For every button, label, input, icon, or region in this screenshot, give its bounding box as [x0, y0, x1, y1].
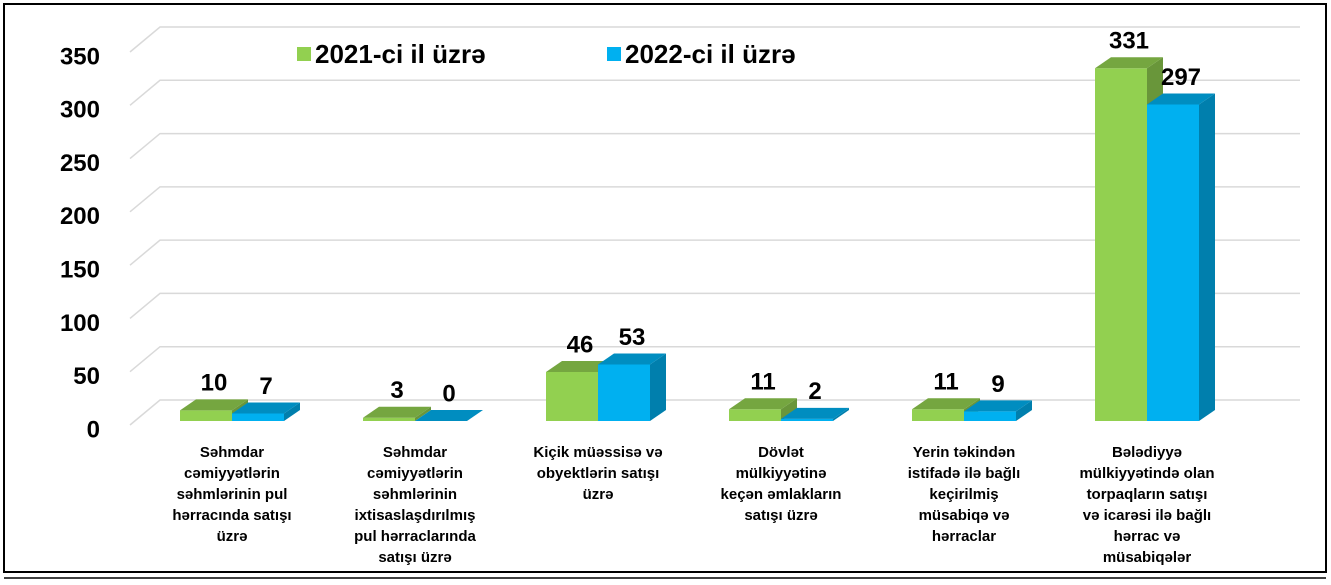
bar-front — [1147, 104, 1199, 422]
bar-front — [363, 417, 415, 421]
bar — [232, 402, 300, 421]
bar-front — [180, 410, 232, 421]
y-tick-label: 200 — [60, 203, 100, 230]
bar — [964, 400, 1032, 421]
bar-top — [363, 406, 431, 418]
bar-front — [598, 364, 650, 421]
y-tick-label: 350 — [60, 43, 100, 70]
bar-side — [833, 407, 849, 421]
y-tick-label: 50 — [73, 363, 100, 390]
value-label: 9 — [991, 371, 1004, 398]
grid-line — [129, 26, 1300, 53]
value-label: 10 — [201, 370, 228, 397]
x-tick-label: Kiçik müəssisə və obyektlərin satışı üzr… — [533, 444, 663, 503]
bar-side — [781, 398, 797, 421]
bar-front — [729, 409, 781, 421]
bar-top — [180, 399, 248, 411]
y-tick-label: 150 — [60, 256, 100, 283]
bar-front — [1095, 68, 1147, 422]
bar-top — [1147, 93, 1215, 105]
bar-side — [1016, 400, 1032, 421]
grid-line — [129, 79, 1300, 106]
chart-border — [3, 3, 1327, 573]
bar — [781, 407, 849, 421]
bar-top — [729, 398, 797, 410]
bar-front — [232, 413, 284, 421]
bar — [180, 399, 248, 421]
value-label: 53 — [619, 324, 646, 351]
bar — [1147, 93, 1215, 422]
bar-top — [232, 402, 300, 414]
y-tick-label: 250 — [60, 150, 100, 177]
bar-side — [1199, 93, 1215, 422]
x-tick-label: Səhmdar cəmiyyətlərin səhmlərinin pul hə… — [172, 444, 292, 545]
value-label: 11 — [933, 369, 958, 396]
grid-line — [129, 345, 1300, 373]
bar-side — [650, 353, 666, 421]
grid-line — [129, 292, 1300, 320]
bar-top — [546, 360, 614, 372]
bar-front — [964, 411, 1016, 421]
grid-line — [129, 186, 1300, 213]
y-tick-label: 100 — [60, 310, 100, 337]
value-label: 11 — [750, 369, 775, 396]
bar-top — [1095, 57, 1163, 69]
bar-front — [781, 418, 833, 421]
bar-top — [912, 398, 980, 410]
x-tick-label: Səhmdar cəmiyyətlərin səhmlərinin ixtisa… — [354, 444, 476, 566]
value-label: 297 — [1161, 64, 1201, 91]
value-label: 0 — [442, 380, 455, 407]
value-label: 7 — [259, 373, 272, 400]
bar — [598, 353, 666, 421]
grid-line — [129, 399, 1300, 426]
grid-line — [129, 132, 1300, 160]
bar-top — [415, 410, 483, 421]
bar-front — [546, 371, 598, 421]
y-tick-label: 0 — [87, 416, 100, 443]
bar-top — [964, 400, 1032, 412]
legend-swatch — [297, 47, 311, 61]
value-label: 2 — [808, 378, 821, 405]
grid-line — [129, 239, 1300, 266]
x-tick-label: Bələdiyyə mülkiyyətində olan torpaqların… — [1079, 444, 1215, 566]
bar-top — [781, 407, 849, 419]
legend-label: 2022-ci il üzrə — [625, 39, 796, 69]
bar — [363, 406, 431, 421]
value-label: 3 — [390, 377, 403, 404]
bar — [415, 410, 483, 421]
value-label: 331 — [1109, 28, 1149, 55]
x-tick-label: Yerin təkindən istifadə ilə bağlı keçiri… — [907, 444, 1021, 545]
x-tick-label: Dövlət mülkiyyətinə keçən əmlakların sat… — [720, 444, 842, 524]
bar-side — [415, 406, 431, 421]
bar-top — [598, 353, 666, 365]
legend-label: 2021-ci il üzrə — [315, 39, 486, 69]
bar — [729, 398, 797, 421]
bar-side — [284, 402, 300, 421]
legend-swatch — [607, 47, 621, 61]
bar-front — [912, 409, 964, 421]
value-label: 46 — [567, 331, 594, 358]
y-tick-label: 300 — [60, 97, 100, 124]
